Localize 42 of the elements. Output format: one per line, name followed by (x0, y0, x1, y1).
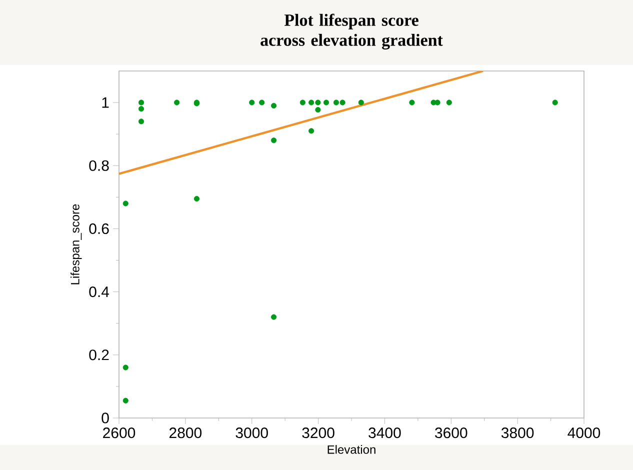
y-tick-label: 0 (102, 412, 109, 424)
point (122, 200, 128, 206)
point (552, 100, 558, 106)
x-tick-label: 2600 (103, 428, 136, 438)
y-axis-title: Lifespan_score (70, 204, 82, 284)
point (259, 100, 265, 106)
point (138, 118, 144, 124)
y-tick-label: 0.8 (89, 160, 109, 171)
x-tick-label: 2800 (170, 428, 202, 438)
point (270, 314, 277, 320)
point (308, 100, 314, 106)
y-tick-label: 0.4 (89, 286, 110, 298)
y-tick-label: 1 (102, 97, 109, 108)
x-tick-label: 3200 (302, 428, 334, 438)
point (333, 100, 340, 106)
point (138, 100, 144, 106)
x-tick-label: 4000 (568, 428, 600, 438)
point (315, 106, 321, 113)
chart-title: Plot lifespan score across elevation gradient (260, 14, 443, 50)
point (249, 100, 255, 106)
x-tick-label: 3000 (236, 428, 268, 438)
point (174, 100, 180, 106)
point (409, 100, 415, 106)
point (270, 138, 277, 144)
point (323, 100, 330, 106)
x-tick-label: 3400 (368, 428, 401, 438)
point (270, 102, 277, 108)
point (446, 100, 452, 106)
point (358, 100, 364, 106)
point (122, 364, 128, 370)
point (194, 196, 200, 202)
point (340, 100, 346, 106)
x-tick-label: 3600 (435, 428, 468, 438)
point (300, 100, 306, 106)
point (308, 128, 314, 134)
y-tick-label: 0.6 (89, 223, 109, 234)
x-axis-title: Elevation (328, 445, 376, 454)
point (138, 106, 144, 112)
point (122, 398, 128, 404)
x-tick-label: 3800 (501, 428, 534, 438)
point (315, 100, 321, 106)
y-tick-label: 0.2 (89, 350, 109, 360)
